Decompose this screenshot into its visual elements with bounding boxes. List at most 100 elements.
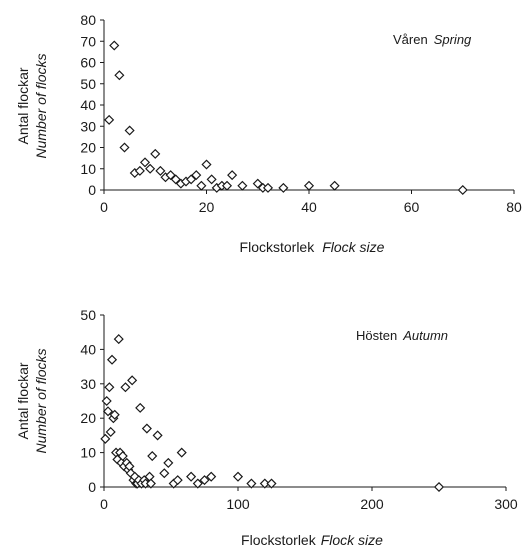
spring-y-tick-label: 70 [80,33,96,49]
spring-y-tick-label: 0 [88,182,96,198]
autumn-data-point [152,430,163,441]
autumn-xlabel-italic: Flock size [321,532,383,548]
autumn-data-point [135,402,146,413]
spring-data-point [303,180,315,191]
spring-data-point [457,184,468,196]
spring-y-tick-label: 40 [80,97,96,113]
chart-autumn: Antal flockar Number of flocks Hösten Aut… [15,307,518,548]
autumn-annotation-italic: Autumn [402,328,448,343]
autumn-data-point [172,475,183,486]
autumn-y-tick-label: 50 [80,307,96,323]
autumn-ylabel-italic: Number of flocks [33,348,49,453]
autumn-data-point [101,395,112,407]
spring-annotation-text: Våren [393,32,428,47]
spring-data-point [329,180,340,191]
autumn-data-point [176,447,187,458]
autumn-annotation: Hösten Autumn [356,328,448,343]
spring-data-point [119,142,130,153]
chart-spring: Antal flockar Number of flocks Våren Spri… [15,12,522,255]
autumn-data-point [147,450,158,462]
autumn-data-point [113,334,124,345]
spring-data-point [165,170,176,181]
autumn-data-point [246,478,257,489]
spring-data-point [124,125,135,136]
autumn-x-tick-label: 200 [360,496,384,512]
autumn-xlabel-text: Flockstorlek [241,532,317,548]
spring-ylabel: Antal flockar [15,67,31,144]
spring-data-point [278,182,289,193]
autumn-data-point [199,475,210,486]
spring-data-point [139,157,151,168]
spring-x-tick-label: 0 [100,199,108,215]
spring-data-point [109,40,120,51]
autumn-data-point [259,478,270,489]
autumn-data-point [120,382,131,393]
autumn-ylabel: Antal flockar [15,362,31,439]
spring-data-point [170,174,181,185]
autumn-data-point [141,423,152,434]
spring-y-tick-label: 30 [80,118,96,134]
autumn-xlabel: Flockstorlek Flock size [241,532,383,548]
autumn-data-point [106,354,118,365]
spring-annotation: Våren Spring [393,32,472,47]
autumn-data-point [186,471,197,482]
autumn-data-point [159,468,170,479]
spring-data-point [201,159,212,170]
autumn-y-tick-label: 0 [88,479,96,495]
autumn-data-point [104,382,115,393]
spring-data-point [155,165,166,176]
autumn-data-point [102,406,114,417]
spring-data-point [196,180,207,191]
spring-data-point [114,70,125,81]
spring-y-tick-label: 80 [80,12,96,28]
spring-y-tick-label: 60 [80,55,96,71]
spring-data-point [237,180,248,191]
autumn-data-point [266,478,277,489]
spring-data-point [252,178,263,189]
spring-points [104,40,468,196]
spring-data-point [104,114,115,125]
autumn-data-point [232,471,244,482]
spring-annotation-italic: Spring [434,32,472,47]
autumn-data-point [163,457,174,468]
autumn-data-point [145,478,156,489]
spring-data-point [186,174,197,185]
spring-ylabel-italic: Number of flocks [33,53,49,158]
autumn-data-point [100,433,111,444]
autumn-data-point [117,450,128,462]
spring-data-point [150,148,161,159]
autumn-x-tick-label: 0 [100,496,108,512]
spring-y-tick-label: 10 [80,161,96,177]
autumn-x-tick-label: 300 [494,496,518,512]
spring-data-point [145,163,156,174]
autumn-data-point [109,409,120,420]
autumn-data-point [127,375,138,386]
spring-x-tick-label: 40 [301,199,317,215]
autumn-data-point [192,478,203,489]
spring-x-tick-label: 80 [506,199,522,215]
spring-xlabel-text: Flockstorlek [240,239,316,255]
autumn-data-point [433,481,445,493]
autumn-y-tick-label: 20 [80,410,96,426]
spring-data-point [221,180,233,191]
spring-data-point [227,170,238,181]
autumn-x-tick-label: 100 [226,496,250,512]
spring-y-tick-label: 20 [80,140,96,156]
autumn-annotation-text: Hösten [356,328,397,343]
autumn-points [100,334,445,493]
autumn-y-tick-label: 30 [80,376,96,392]
spring-axes: 0 10 20 30 40 50 60 70 80 0 20 40 60 80 [80,12,522,215]
spring-xlabel-italic: Flock size [322,239,384,255]
autumn-data-point [105,426,116,438]
autumn-y-tick-label: 10 [80,445,96,461]
autumn-y-tick-label: 40 [80,341,96,357]
spring-data-point [206,174,217,185]
spring-data-point [191,170,202,181]
spring-data-point [262,182,274,193]
spring-x-tick-label: 60 [404,199,420,215]
spring-x-tick-label: 20 [199,199,215,215]
autumn-data-point [206,471,217,482]
spring-y-tick-label: 50 [80,76,96,92]
spring-xlabel: Flockstorlek Flock size [240,239,385,255]
